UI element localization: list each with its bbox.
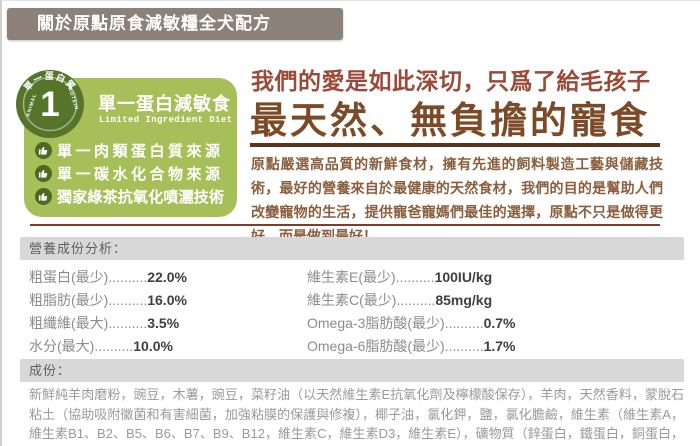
section-header-title: 關於原點原食減敏糧全犬配方 xyxy=(37,14,271,33)
nutrient-label: Omega-3脂肪酸(最少) xyxy=(307,315,445,331)
nutrient-value: 85mg/kg xyxy=(435,292,493,308)
nutrient-value: 1.7% xyxy=(483,338,516,354)
hero-description: 原點嚴選高品質的新鮮食材，擁有先進的飼料製造工藝與儲藏技術，最好的營養來自於最健… xyxy=(251,156,663,244)
feature-item: 獨家綠茶抗氧化噴灑技術 xyxy=(35,185,231,208)
nutrition-row: 粗纖維(最大)..........3.5% xyxy=(29,313,179,333)
nutrition-row: 粗脂肪(最少)..........16.0% xyxy=(29,290,187,310)
nutrition-row: 維生素C(最少)..........85mg/kg xyxy=(307,290,492,310)
nutrient-label: 維生素C(最少) xyxy=(307,292,397,308)
dot-leader: .......... xyxy=(444,338,484,354)
dot-leader: .......... xyxy=(94,338,134,354)
hero-tagline: 我們的愛是如此深切，只爲了給毛孩子 xyxy=(251,68,651,94)
limited-ingredient-badge: 單一蛋白質 ANIMAL PROTEIN 1 單一蛋白減敏食 Limited I… xyxy=(16,70,237,217)
hero-headline: 最天然、無負擔的寵食 xyxy=(250,100,650,141)
thumbs-up-icon xyxy=(35,142,52,159)
nutrition-row: 維生素E(最少)..........100IU/kg xyxy=(307,267,492,287)
badge-subtitle: Limited Ingredient Diet xyxy=(99,115,233,125)
feature-label: 單一肉類蛋白質來源 xyxy=(57,143,224,160)
nutrition-heading: 營養成份分析： xyxy=(29,241,128,256)
dot-leader: .......... xyxy=(108,269,148,285)
thumbs-up-icon xyxy=(35,165,52,182)
nutrient-value: 0.7% xyxy=(483,315,516,331)
single-protein-seal-icon: 單一蛋白質 ANIMAL PROTEIN 1 xyxy=(16,70,84,138)
nutrient-label: 粗蛋白(最少) xyxy=(29,269,109,285)
nutrition-section-header: 營養成份分析： xyxy=(20,237,684,260)
dot-leader: .......... xyxy=(108,292,148,308)
seal-number: 1 xyxy=(40,85,59,124)
nutrient-label: 水分(最大) xyxy=(29,338,95,354)
dot-leader: .......... xyxy=(395,269,435,285)
feature-label: 獨家綠茶抗氧化噴灑技術 xyxy=(57,189,225,206)
feature-list: 單一肉類蛋白質來源 單一碳水化合物來源 獨家綠茶抗氧化噴灑技術 xyxy=(35,139,231,208)
nutrition-row: 粗蛋白(最少)..........22.0% xyxy=(29,267,187,287)
nutrition-row: Omega-6脂肪酸(最少)..........1.7% xyxy=(307,336,516,356)
nutrient-value: 3.5% xyxy=(147,315,180,331)
nutrient-label: 粗脂肪(最少) xyxy=(29,292,109,308)
dot-leader: .......... xyxy=(444,315,484,331)
section-divider xyxy=(30,224,660,226)
ingredients-heading: 成份： xyxy=(29,363,72,378)
nutrient-label: 維生素E(最少) xyxy=(307,269,396,285)
dot-leader: .......... xyxy=(396,292,436,308)
badge-title: 單一蛋白減敏食 xyxy=(98,94,231,114)
feature-item: 單一肉類蛋白質來源 xyxy=(35,139,231,162)
nutrition-row: Omega-3脂肪酸(最少)..........0.7% xyxy=(307,313,516,333)
nutrient-value: 16.0% xyxy=(147,292,187,308)
headline-divider xyxy=(250,143,660,147)
feature-item: 單一碳水化合物來源 xyxy=(35,162,231,185)
nutrient-value: 100IU/kg xyxy=(434,269,493,285)
feature-label: 單一碳水化合物來源 xyxy=(57,166,224,183)
nutrient-label: Omega-6脂肪酸(最少) xyxy=(307,338,445,354)
section-header: 關於原點原食減敏糧全犬配方 xyxy=(7,8,343,40)
nutrient-value: 10.0% xyxy=(133,338,173,354)
ingredients-section-header: 成份： xyxy=(20,359,684,382)
dot-leader: .......... xyxy=(108,315,148,331)
ingredients-list: 新鮮純羊肉磨粉，豌豆，木薯，豌豆，菜籽油（以天然維生素E抗氧化劑及檸檬酸保存），… xyxy=(29,387,684,446)
nutrient-label: 粗纖維(最大) xyxy=(29,315,109,331)
nutrient-value: 22.0% xyxy=(147,269,187,285)
thumbs-up-icon xyxy=(35,188,52,205)
nutrition-row: 水分(最大)..........10.0% xyxy=(29,336,173,356)
